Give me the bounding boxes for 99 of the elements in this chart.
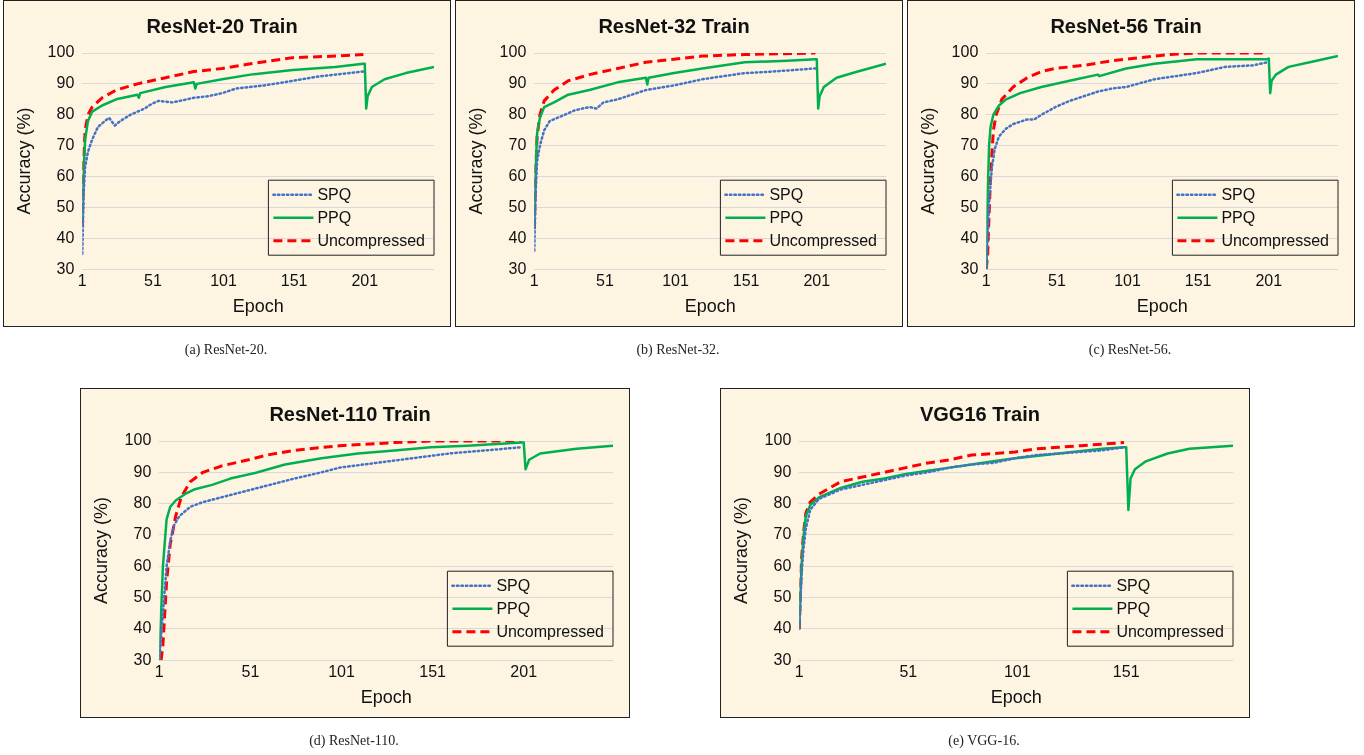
x-tick-label: 51 <box>1048 272 1066 290</box>
y-tick-label: 100 <box>764 431 792 449</box>
x-tick-label: 1 <box>77 272 87 290</box>
y-axis-title: Accuracy (%) <box>90 497 111 605</box>
x-tick-label: 151 <box>732 272 760 290</box>
chart-title: VGG16 Train <box>919 402 1041 425</box>
y-tick-label: 50 <box>508 197 527 215</box>
y-tick-label: 80 <box>56 105 75 123</box>
chart-title: ResNet-32 Train <box>598 14 750 37</box>
legend-label: SPQ <box>1116 577 1151 595</box>
y-axis-title: Accuracy (%) <box>730 497 751 605</box>
x-tick-label: 201 <box>803 272 831 290</box>
x-tick-label: 101 <box>1003 663 1031 681</box>
x-tick-label: 101 <box>1114 272 1141 290</box>
y-tick-label: 60 <box>773 556 792 574</box>
legend-label: Uncompressed <box>317 232 426 250</box>
legend-label: SPQ <box>317 186 352 204</box>
y-tick-label: 70 <box>960 136 979 154</box>
y-tick-label: 50 <box>773 587 792 605</box>
legend-label: PPQ <box>1116 600 1151 618</box>
y-tick-label: 40 <box>133 619 152 637</box>
y-tick-label: 100 <box>124 431 152 449</box>
x-tick-label: 151 <box>1112 663 1140 681</box>
legend-label: Uncompressed <box>1221 232 1330 250</box>
chart-title: ResNet-20 Train <box>146 14 298 37</box>
legend-label: SPQ <box>496 577 531 595</box>
text: (d) ResNet-110. <box>308 733 400 749</box>
y-tick-label: 90 <box>960 74 979 92</box>
y-tick-label: 40 <box>960 228 979 246</box>
x-tick-label: 201 <box>1255 272 1283 290</box>
x-tick-label: 201 <box>351 272 379 290</box>
text: (a) ResNet-20. <box>183 342 269 358</box>
legend-label: SPQ <box>769 186 804 204</box>
x-tick-label: 201 <box>510 663 538 681</box>
legend-label: Uncompressed <box>1116 623 1225 641</box>
chart-title: ResNet-110 Train <box>269 402 431 425</box>
y-tick-label: 60 <box>56 166 75 184</box>
y-tick-label: 80 <box>773 494 792 512</box>
x-tick-label: 51 <box>596 272 614 290</box>
y-axis-title: Accuracy (%) <box>917 107 938 215</box>
y-tick-label: 50 <box>133 587 152 605</box>
x-axis-title: Epoch <box>990 687 1042 708</box>
y-tick-label: 100 <box>47 43 75 61</box>
x-tick-label: 151 <box>1184 272 1212 290</box>
x-tick-label: 1 <box>154 663 164 681</box>
x-axis-title: Epoch <box>360 687 412 708</box>
y-tick-label: 100 <box>499 43 527 61</box>
y-tick-label: 30 <box>508 259 527 277</box>
x-tick-label: 101 <box>328 663 355 681</box>
legend-label: PPQ <box>769 209 804 227</box>
y-tick-label: 80 <box>508 105 527 123</box>
y-tick-label: 80 <box>960 105 979 123</box>
x-tick-label: 151 <box>419 663 447 681</box>
y-tick-label: 40 <box>508 228 527 246</box>
legend-label: PPQ <box>1221 209 1256 227</box>
y-tick-label: 90 <box>773 462 792 480</box>
chart-title: ResNet-56 Train <box>1050 14 1202 37</box>
y-tick-label: 40 <box>56 228 75 246</box>
x-axis-title: Epoch <box>684 296 736 317</box>
y-tick-label: 70 <box>56 136 75 154</box>
x-tick-label: 51 <box>144 272 162 290</box>
y-axis-title: Accuracy (%) <box>465 107 486 215</box>
x-tick-label: 101 <box>662 272 689 290</box>
y-tick-label: 30 <box>56 259 75 277</box>
y-tick-label: 80 <box>133 494 152 512</box>
y-tick-label: 60 <box>508 166 527 184</box>
y-tick-label: 90 <box>508 74 527 92</box>
text: (c) ResNet-56. <box>1087 342 1173 358</box>
y-tick-label: 30 <box>773 650 792 668</box>
y-tick-label: 40 <box>773 619 792 637</box>
y-tick-label: 70 <box>508 136 527 154</box>
text: (b) ResNet-32. <box>635 342 721 358</box>
y-tick-label: 90 <box>56 74 75 92</box>
legend-label: PPQ <box>496 600 531 618</box>
y-axis-title: Accuracy (%) <box>13 107 34 215</box>
y-tick-label: 50 <box>56 197 75 215</box>
legend-label: SPQ <box>1221 186 1256 204</box>
x-axis-title: Epoch <box>1136 296 1188 317</box>
y-tick-label: 30 <box>960 259 979 277</box>
x-tick-label: 101 <box>210 272 237 290</box>
x-tick-label: 151 <box>280 272 308 290</box>
legend-label: Uncompressed <box>496 623 605 641</box>
legend-label: Uncompressed <box>769 232 878 250</box>
text: (e) VGG-16. <box>947 733 1021 749</box>
y-tick-label: 70 <box>133 525 152 543</box>
x-tick-label: 51 <box>899 663 918 681</box>
x-tick-label: 51 <box>241 663 260 681</box>
y-tick-label: 70 <box>773 525 792 543</box>
y-tick-label: 60 <box>960 166 979 184</box>
y-tick-label: 90 <box>133 462 152 480</box>
x-tick-label: 1 <box>794 663 804 681</box>
x-axis-title: Epoch <box>232 296 284 317</box>
y-tick-label: 30 <box>133 650 152 668</box>
y-tick-label: 100 <box>951 43 979 61</box>
y-tick-label: 60 <box>133 556 152 574</box>
x-tick-label: 1 <box>529 272 539 290</box>
legend-label: PPQ <box>317 209 352 227</box>
y-tick-label: 50 <box>960 197 979 215</box>
x-tick-label: 1 <box>981 272 991 290</box>
